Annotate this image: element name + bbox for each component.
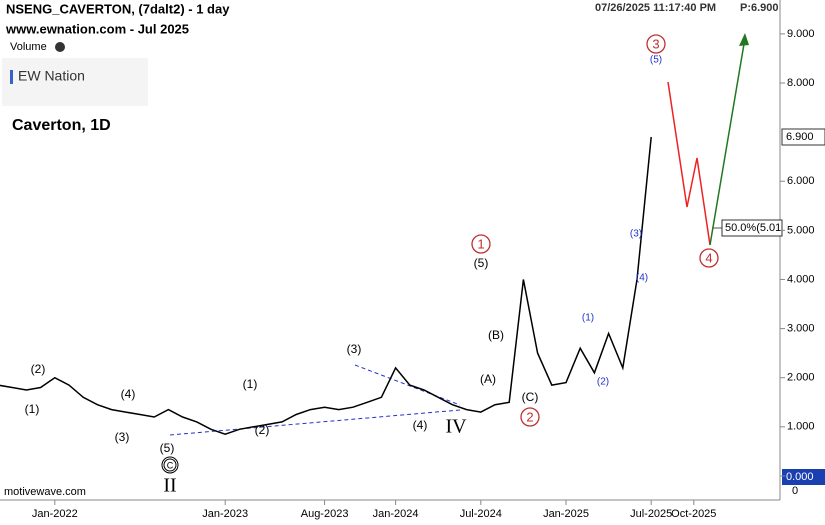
price-line	[0, 136, 652, 435]
timestamp: 07/26/2025 11:17:40 PM	[595, 2, 716, 14]
wave-circle	[163, 458, 177, 472]
price-tag: 6.900	[786, 131, 814, 143]
wave-label: (2)	[597, 377, 609, 388]
y-tick-label: 8.000	[787, 77, 815, 89]
y-tick-label: 9.000	[787, 28, 815, 40]
x-tick-label: Jan-2025	[543, 508, 589, 520]
fib-label: 50.0%(5.01	[725, 222, 781, 234]
wave-circle	[646, 34, 666, 54]
wave-label: (1)	[582, 313, 594, 324]
wave-label: (C)	[522, 390, 539, 404]
wave-label: 3	[652, 36, 659, 51]
wave-label: (5)	[650, 55, 662, 66]
wave-label: (2)	[31, 362, 46, 376]
wave-label: (B)	[488, 328, 504, 342]
x-tick-label: Jan-2022	[32, 508, 78, 520]
projection-down	[667, 81, 711, 246]
wave-label: (4)	[636, 273, 648, 284]
wave-label: (1)	[243, 377, 258, 391]
wave-label: II	[163, 475, 176, 497]
wave-label: IV	[445, 416, 467, 438]
wave-label: (5)	[474, 256, 489, 270]
wave-label: (3)	[347, 342, 362, 356]
y-tick-label: 6.000	[787, 175, 815, 187]
wave-circle	[471, 234, 491, 254]
wave-label: (4)	[413, 418, 428, 432]
logo-box	[2, 58, 148, 106]
y-tick-label: 1.000	[787, 421, 815, 433]
wave-circle	[699, 248, 719, 268]
x-tick-label: Jul-2025	[630, 508, 672, 520]
y-tick-label: 2.000	[787, 372, 815, 384]
price: P:6.900	[740, 2, 779, 14]
arrow-head	[739, 33, 749, 46]
wave-label: (3)	[115, 430, 130, 444]
settings-icon[interactable]	[55, 42, 65, 52]
wave-label: C	[167, 460, 174, 470]
wave-label: 1	[477, 236, 484, 251]
footer: motivewave.com	[4, 486, 86, 498]
wave-label: 2	[526, 409, 533, 424]
logo-mark	[10, 70, 13, 84]
x-tick-label: Aug-2023	[301, 508, 349, 520]
y-tick-label: 4.000	[787, 273, 815, 285]
wave-label: (A)	[480, 372, 496, 386]
fib-box	[721, 219, 783, 237]
chart-title: Caverton, 1D	[12, 117, 111, 134]
wave-label: (1)	[25, 402, 40, 416]
wave-label: (4)	[121, 387, 136, 401]
header-title: NSENG_CAVERTON, (7dalt2) - 1 day	[6, 1, 230, 16]
volume-tag-box	[782, 469, 825, 485]
x-tick-label: Jan-2023	[202, 508, 248, 520]
y-tick-label: 5.000	[787, 224, 815, 236]
y-tick-label: 3.000	[787, 322, 815, 334]
trend-line	[354, 364, 461, 406]
wave-label: (5)	[160, 441, 175, 455]
wave-label: 4	[705, 250, 712, 265]
wave-circle	[520, 407, 540, 427]
wave-label: (3)	[630, 229, 642, 240]
volume-tag: 0.000	[786, 471, 814, 483]
wave-label: (2)	[255, 423, 270, 437]
x-tick-label: Jan-2024	[373, 508, 419, 520]
logo-text: EW Nation	[18, 68, 85, 84]
y-tick-label: 0	[792, 485, 798, 497]
x-tick-label: Oct-2025	[671, 508, 716, 520]
x-tick-label: Jul-2024	[460, 508, 502, 520]
header-source: www.ewnation.com - Jul 2025	[5, 21, 189, 36]
price-tag-box	[781, 128, 825, 146]
projection-up	[709, 37, 746, 246]
volume-label: Volume	[10, 41, 47, 53]
